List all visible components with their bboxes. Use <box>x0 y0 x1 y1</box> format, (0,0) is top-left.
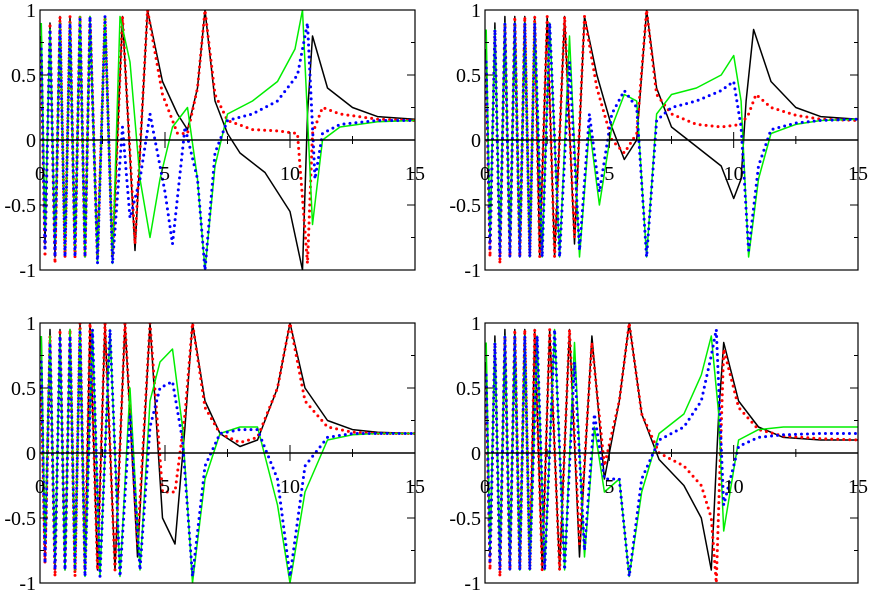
x-tick-label: 15 <box>405 163 425 185</box>
y-tick-label: -0.5 <box>4 195 36 217</box>
x-tick-label: 0 <box>35 476 45 498</box>
x-tick-label: 0 <box>480 476 490 498</box>
y-tick-label: -1 <box>19 260 36 282</box>
series-group <box>485 10 858 265</box>
y-tick-label: 1 <box>26 313 36 335</box>
y-tick-label: 1 <box>471 0 481 22</box>
y-tick-label: 0 <box>26 130 36 152</box>
series-group <box>485 323 858 583</box>
series-line-3 <box>485 328 858 578</box>
x-tick-label: 5 <box>604 476 614 498</box>
y-tick-label: 0.5 <box>11 378 36 400</box>
panel-top-left: -1-0.500.510 5 10 15 <box>4 0 425 282</box>
series-line-2 <box>40 10 415 270</box>
x-tick-label: 15 <box>848 476 868 498</box>
y-tick-label: 0 <box>471 130 481 152</box>
panel-top-right: -1-0.500.510 5 10 15 <box>449 0 868 282</box>
y-tick-label: 1 <box>471 313 481 335</box>
y-tick-label: -0.5 <box>449 195 481 217</box>
y-tick-label: -0.5 <box>4 508 36 530</box>
y-tick-label: 0.5 <box>456 65 481 87</box>
x-tick-label: 5 <box>160 476 170 498</box>
panel-bottom-right: -1-0.500.510 5 10 15 <box>449 313 868 595</box>
x-tick-label: 15 <box>405 476 425 498</box>
y-tick-label: 0.5 <box>456 378 481 400</box>
series-line-3 <box>40 328 415 578</box>
y-tick-label: -1 <box>464 260 481 282</box>
x-tick-label: 0 <box>480 163 490 185</box>
x-tick-label: 5 <box>604 163 614 185</box>
x-tick-label: 10 <box>280 163 300 185</box>
y-tick-label: 0.5 <box>11 65 36 87</box>
series-line-0 <box>485 323 858 571</box>
x-tick-label: 0 <box>35 163 45 185</box>
y-tick-label: 0 <box>471 443 481 465</box>
y-tick-label: 0 <box>26 443 36 465</box>
x-tick-label: 10 <box>724 476 744 498</box>
series-group <box>40 323 415 583</box>
y-tick-label: -0.5 <box>449 508 481 530</box>
series-line-3 <box>40 15 415 270</box>
series-line-2 <box>485 328 858 578</box>
y-tick-label: 1 <box>26 0 36 22</box>
x-tick-label: 5 <box>160 163 170 185</box>
x-tick-label: 15 <box>848 163 868 185</box>
y-tick-label: -1 <box>464 573 481 593</box>
series-line-1 <box>40 10 415 265</box>
x-tick-label: 10 <box>724 163 744 185</box>
series-line-1 <box>485 10 858 265</box>
y-tick-label: -1 <box>19 573 36 593</box>
panel-bottom-left: -1-0.500.510 5 10 15 <box>4 313 425 595</box>
series-line-0 <box>40 323 415 571</box>
x-tick-label: 10 <box>280 476 300 498</box>
